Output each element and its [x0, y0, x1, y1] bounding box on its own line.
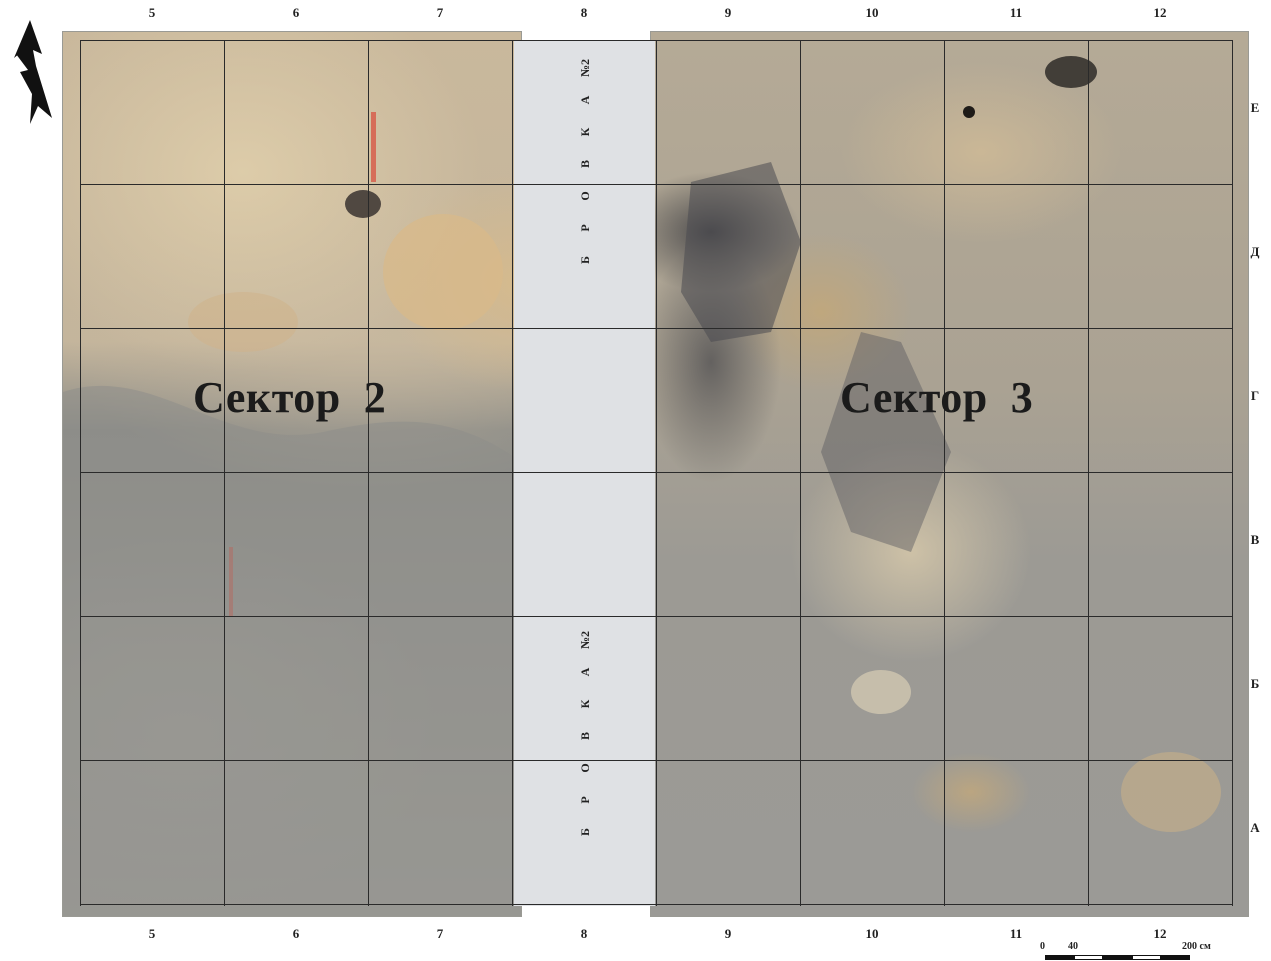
baulk-letter: О [577, 191, 592, 201]
baulk-letter: К [577, 699, 592, 709]
baulk-letter: №2 [577, 630, 592, 650]
column-label: 8 [580, 5, 588, 20]
column-label: 9 [724, 5, 732, 20]
column-label: 11 [1009, 926, 1023, 941]
grid-line [80, 184, 1233, 185]
row-label: Г [1250, 388, 1260, 403]
scale-segment [1132, 955, 1161, 960]
sector-2-title: Сектор 2 [193, 373, 387, 422]
baulk-letter: А [577, 667, 592, 677]
column-label: 6 [292, 926, 300, 941]
scale-label-end: 200 см [1182, 941, 1211, 952]
column-label: 10 [865, 5, 879, 20]
baulk-letter: Б [577, 828, 592, 836]
baulk-label-bottom: №2 А К В О Р Б [514, 624, 655, 848]
baulk-strip: №2 А К В О Р Б №2 А К В О Р Б [514, 40, 655, 906]
grid-line [80, 328, 1233, 329]
grid-line [80, 40, 1233, 41]
column-label: 9 [724, 926, 732, 941]
scale-segment [1161, 955, 1190, 960]
column-label: 6 [292, 5, 300, 20]
grid-line [1232, 40, 1233, 906]
grid-line [800, 40, 801, 906]
column-label: 8 [580, 926, 588, 941]
row-label: Д [1250, 244, 1260, 259]
baulk-letter: Б [577, 256, 592, 264]
baulk-letter: К [577, 127, 592, 137]
row-label: Б [1250, 676, 1260, 691]
sector-3-texture [681, 56, 1221, 832]
baulk-letter: В [577, 160, 592, 169]
sector-3-title: Сектор 3 [840, 373, 1034, 422]
grid-line [80, 904, 1233, 905]
baulk-letter: А [577, 95, 592, 105]
grid-line [656, 40, 657, 906]
column-label: 7 [436, 5, 444, 20]
grid-line [80, 40, 81, 906]
row-label: Е [1250, 100, 1260, 115]
column-label: 5 [148, 926, 156, 941]
scale-segment [1103, 955, 1132, 960]
baulk-letter: №2 [577, 58, 592, 78]
baulk-letter: Р [577, 224, 592, 232]
scale-label-start: 0 [1040, 941, 1045, 952]
column-label: 5 [148, 5, 156, 20]
column-label: 7 [436, 926, 444, 941]
column-label: 11 [1009, 5, 1023, 20]
grid-line [80, 616, 1233, 617]
row-label: А [1250, 820, 1260, 835]
sector-2-texture [63, 112, 521, 916]
baulk-letter: О [577, 763, 592, 773]
column-label: 12 [1153, 5, 1167, 20]
row-label: В [1250, 532, 1260, 547]
grid-line [80, 472, 1233, 473]
grid-line [944, 40, 945, 906]
column-label: 12 [1153, 926, 1167, 941]
north-arrow-icon [14, 20, 52, 124]
grid-line [512, 40, 513, 906]
grid-line [224, 40, 225, 906]
grid-line [1088, 40, 1089, 906]
scale-label-mid: 40 [1068, 941, 1078, 952]
scale-segment [1074, 955, 1103, 960]
scale-segment [1045, 955, 1074, 960]
baulk-letter: В [577, 732, 592, 741]
sector-3-photo [650, 31, 1249, 917]
baulk-letter: Р [577, 796, 592, 804]
sector-2-photo [62, 31, 522, 917]
baulk-label-top: №2 А К В О Р Б [514, 52, 655, 276]
column-label: 10 [865, 926, 879, 941]
scale-bar-graphic [1045, 955, 1215, 960]
grid-line [368, 40, 369, 906]
grid-line [80, 760, 1233, 761]
